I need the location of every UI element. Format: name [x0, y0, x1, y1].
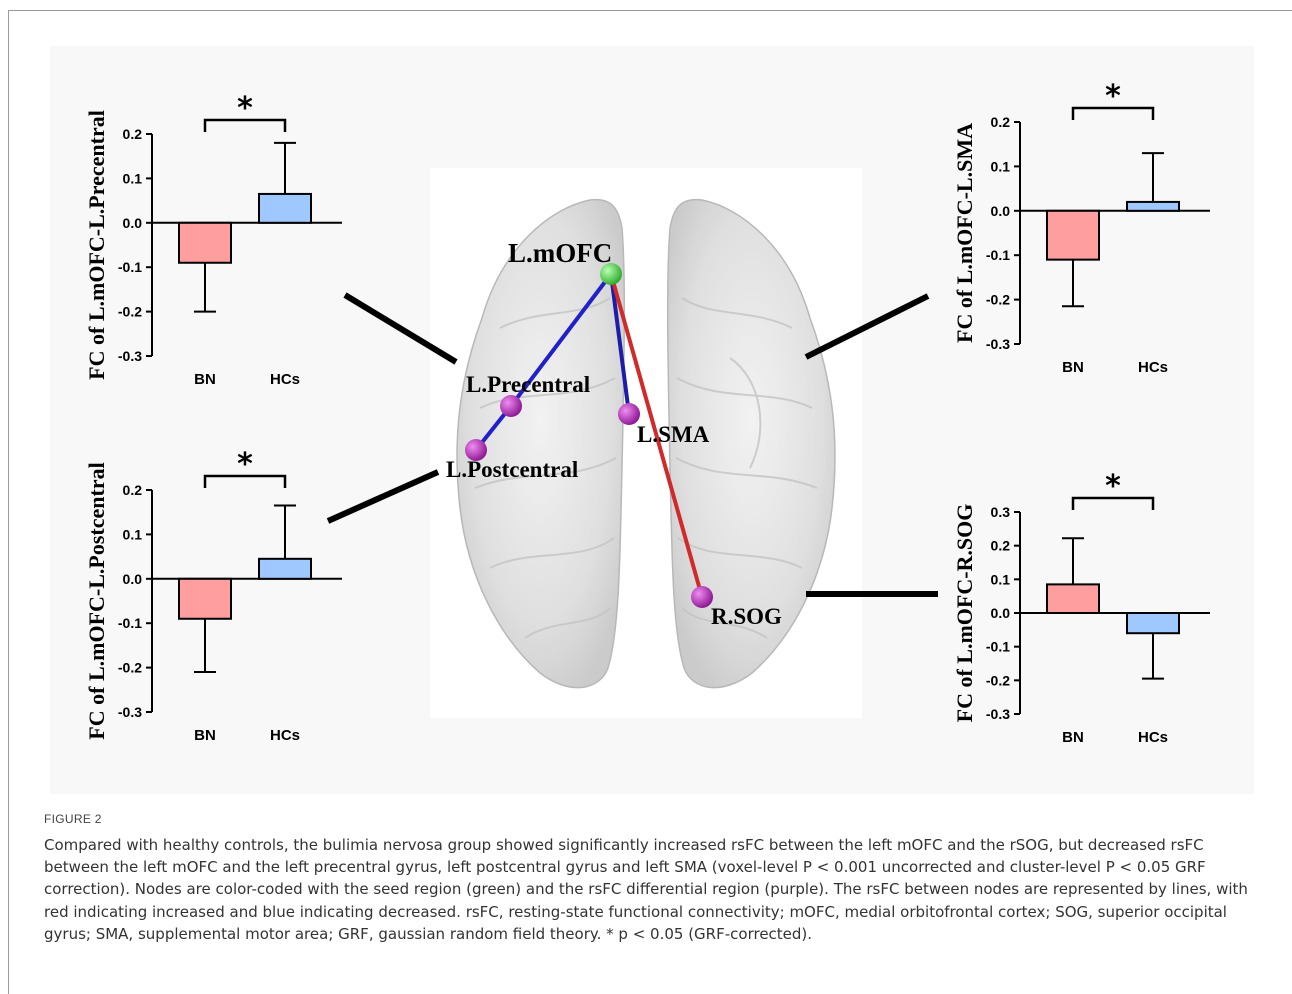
bar-hcs: [258, 192, 312, 224]
chart-precentral-svg: 0.2 0.1 0.0 -0.1 -0.2 -0.3 BN HCs * FC of L.mOFC-…: [84, 91, 342, 388]
y-axis-title: FC of L.mOFC-L.Postcentral: [84, 462, 109, 739]
y-tick-label: -0.3: [118, 348, 142, 364]
gyri-texture: [474, 297, 818, 639]
label-sog: R.SOG: [711, 604, 782, 629]
y-tick-label: 0.1: [123, 170, 143, 186]
chart-postcentral: 0.2 0.1 0.0 -0.1 -0.2 -0.3 BN HCs * FC of L.mOFC-…: [80, 438, 360, 768]
brain-connectivity-map: L.mOFC L.Precentral L.Postcentral L.SMA …: [430, 168, 862, 718]
x-label-bn: BN: [194, 727, 216, 744]
bar-hcs: [258, 557, 312, 580]
bar-bn: [178, 577, 232, 620]
y-tick-label: 0.1: [991, 571, 1011, 587]
chart-postcentral-svg: 0.2 0.1 0.0 -0.1 -0.2 -0.3 BN HCs * FC of L.mOFC-…: [84, 447, 342, 744]
y-tick-label: 0.0: [991, 203, 1011, 219]
edge-mofc-sog: [609, 273, 704, 598]
x-label-hcs: HCs: [1138, 359, 1168, 376]
label-sma: L.SMA: [637, 422, 710, 447]
significance-bracket: [1071, 106, 1155, 120]
significance-star: *: [1105, 469, 1121, 504]
left-hemisphere: [456, 198, 626, 689]
y-tick-label: 0.2: [123, 482, 143, 498]
bar-hcs: [1126, 612, 1180, 635]
figure-caption: Compared with healthy controls, the buli…: [44, 836, 1248, 943]
x-label-bn: BN: [194, 371, 216, 388]
y-tick-label: -0.2: [118, 660, 142, 676]
y-tick-label: -0.1: [118, 615, 142, 631]
node-postcentral: [465, 439, 487, 461]
figure-frame-top: [8, 10, 1292, 11]
y-tick-label: 0.0: [991, 605, 1011, 621]
y-tick-label: -0.1: [986, 639, 1010, 655]
figure-frame-left: [8, 10, 9, 994]
y-tick-label: 0.3: [991, 504, 1011, 520]
node-mofc: [600, 263, 622, 285]
significance-bracket: [203, 118, 287, 132]
y-axis-title: FC of L.mOFC-L.SMA: [952, 123, 977, 343]
y-tick-label: 0.2: [991, 114, 1011, 130]
y-axis-title: FC of L.mOFC-R.SOG: [952, 504, 977, 723]
bar-bn: [178, 221, 232, 264]
x-label-bn: BN: [1062, 359, 1084, 376]
chart-sma-svg: 0.2 0.1 0.0 -0.1 -0.2 -0.3 BN HCs * FC of L.mOFC-…: [952, 79, 1210, 376]
y-tick-label: 0.1: [123, 526, 143, 542]
x-label-hcs: HCs: [270, 727, 300, 744]
y-tick-label: 0.2: [991, 538, 1011, 554]
chart-sma: 0.2 0.1 0.0 -0.1 -0.2 -0.3 BN HCs * FC of L.mOFC-…: [948, 70, 1228, 400]
y-tick-label: -0.1: [986, 247, 1010, 263]
connector-sma: [804, 293, 930, 360]
y-tick-label: -0.3: [986, 336, 1010, 352]
y-tick-label: 0.2: [123, 126, 143, 142]
bar-hcs: [1126, 200, 1180, 212]
y-axis-title: FC of L.mOFC-L.Precentral: [84, 110, 109, 380]
node-precentral: [500, 395, 522, 417]
chart-precentral: 0.2 0.1 0.0 -0.1 -0.2 -0.3 BN HCs * FC of L.mOFC-…: [80, 82, 360, 412]
y-tick-label: -0.3: [118, 704, 142, 720]
figure-label: FIGURE 2: [44, 812, 102, 826]
chart-sog: 0.3 0.2 0.1 0.0 -0.1 -0.2 -0.3 BN HCs * FC of L.mO…: [948, 460, 1228, 770]
node-sog: [691, 586, 713, 608]
node-sma: [618, 403, 640, 425]
x-label-hcs: HCs: [270, 371, 300, 388]
significance-bracket: [1071, 496, 1155, 510]
connector-precentral: [343, 292, 458, 365]
label-precentral: L.Precentral: [466, 372, 590, 397]
edge-mofc-precentral: [509, 272, 613, 408]
significance-star: *: [237, 91, 253, 126]
bar-bn: [1046, 209, 1100, 261]
edge-mofc-sma: [609, 273, 631, 415]
y-tick-label: -0.3: [986, 706, 1010, 722]
y-tick-label: 0.0: [123, 571, 143, 587]
y-tick-label: -0.2: [118, 304, 142, 320]
significance-bracket: [203, 474, 287, 488]
significance-star: *: [237, 447, 253, 482]
y-tick-label: 0.0: [123, 215, 143, 231]
y-tick-label: -0.2: [986, 672, 1010, 688]
connector-postcentral: [326, 469, 440, 524]
chart-sog-svg: 0.3 0.2 0.1 0.0 -0.1 -0.2 -0.3 BN HCs * FC of L.mO…: [952, 469, 1210, 746]
y-tick-label: 0.1: [991, 158, 1011, 174]
y-tick-label: -0.1: [118, 259, 142, 275]
y-tick-label: -0.2: [986, 292, 1010, 308]
x-label-hcs: HCs: [1138, 729, 1168, 746]
right-hemisphere: [666, 198, 836, 689]
significance-star: *: [1105, 79, 1121, 114]
label-mofc: L.mOFC: [508, 238, 612, 268]
bar-bn: [1046, 583, 1100, 614]
label-postcentral: L.Postcentral: [446, 457, 578, 482]
x-label-bn: BN: [1062, 729, 1084, 746]
